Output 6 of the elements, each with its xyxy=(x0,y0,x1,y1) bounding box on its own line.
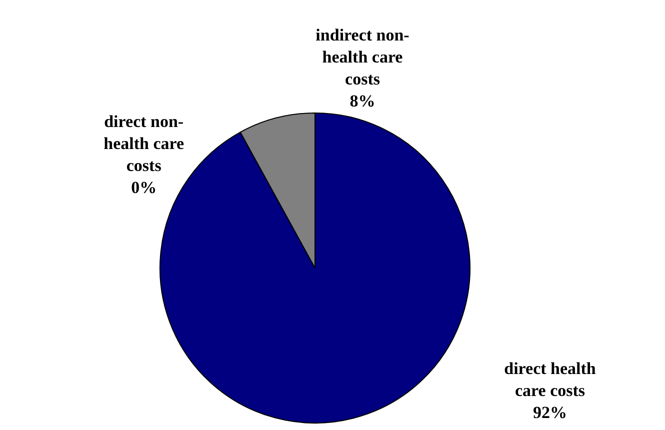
category-label: direct non-health care costs xyxy=(104,112,184,176)
slice-label: direct health care costs xyxy=(504,359,596,400)
data-label: 92% xyxy=(533,403,567,422)
slice-label: indirect non-health care costs xyxy=(316,26,410,89)
text: 0% xyxy=(131,178,157,198)
data-label: 8% xyxy=(350,92,376,111)
